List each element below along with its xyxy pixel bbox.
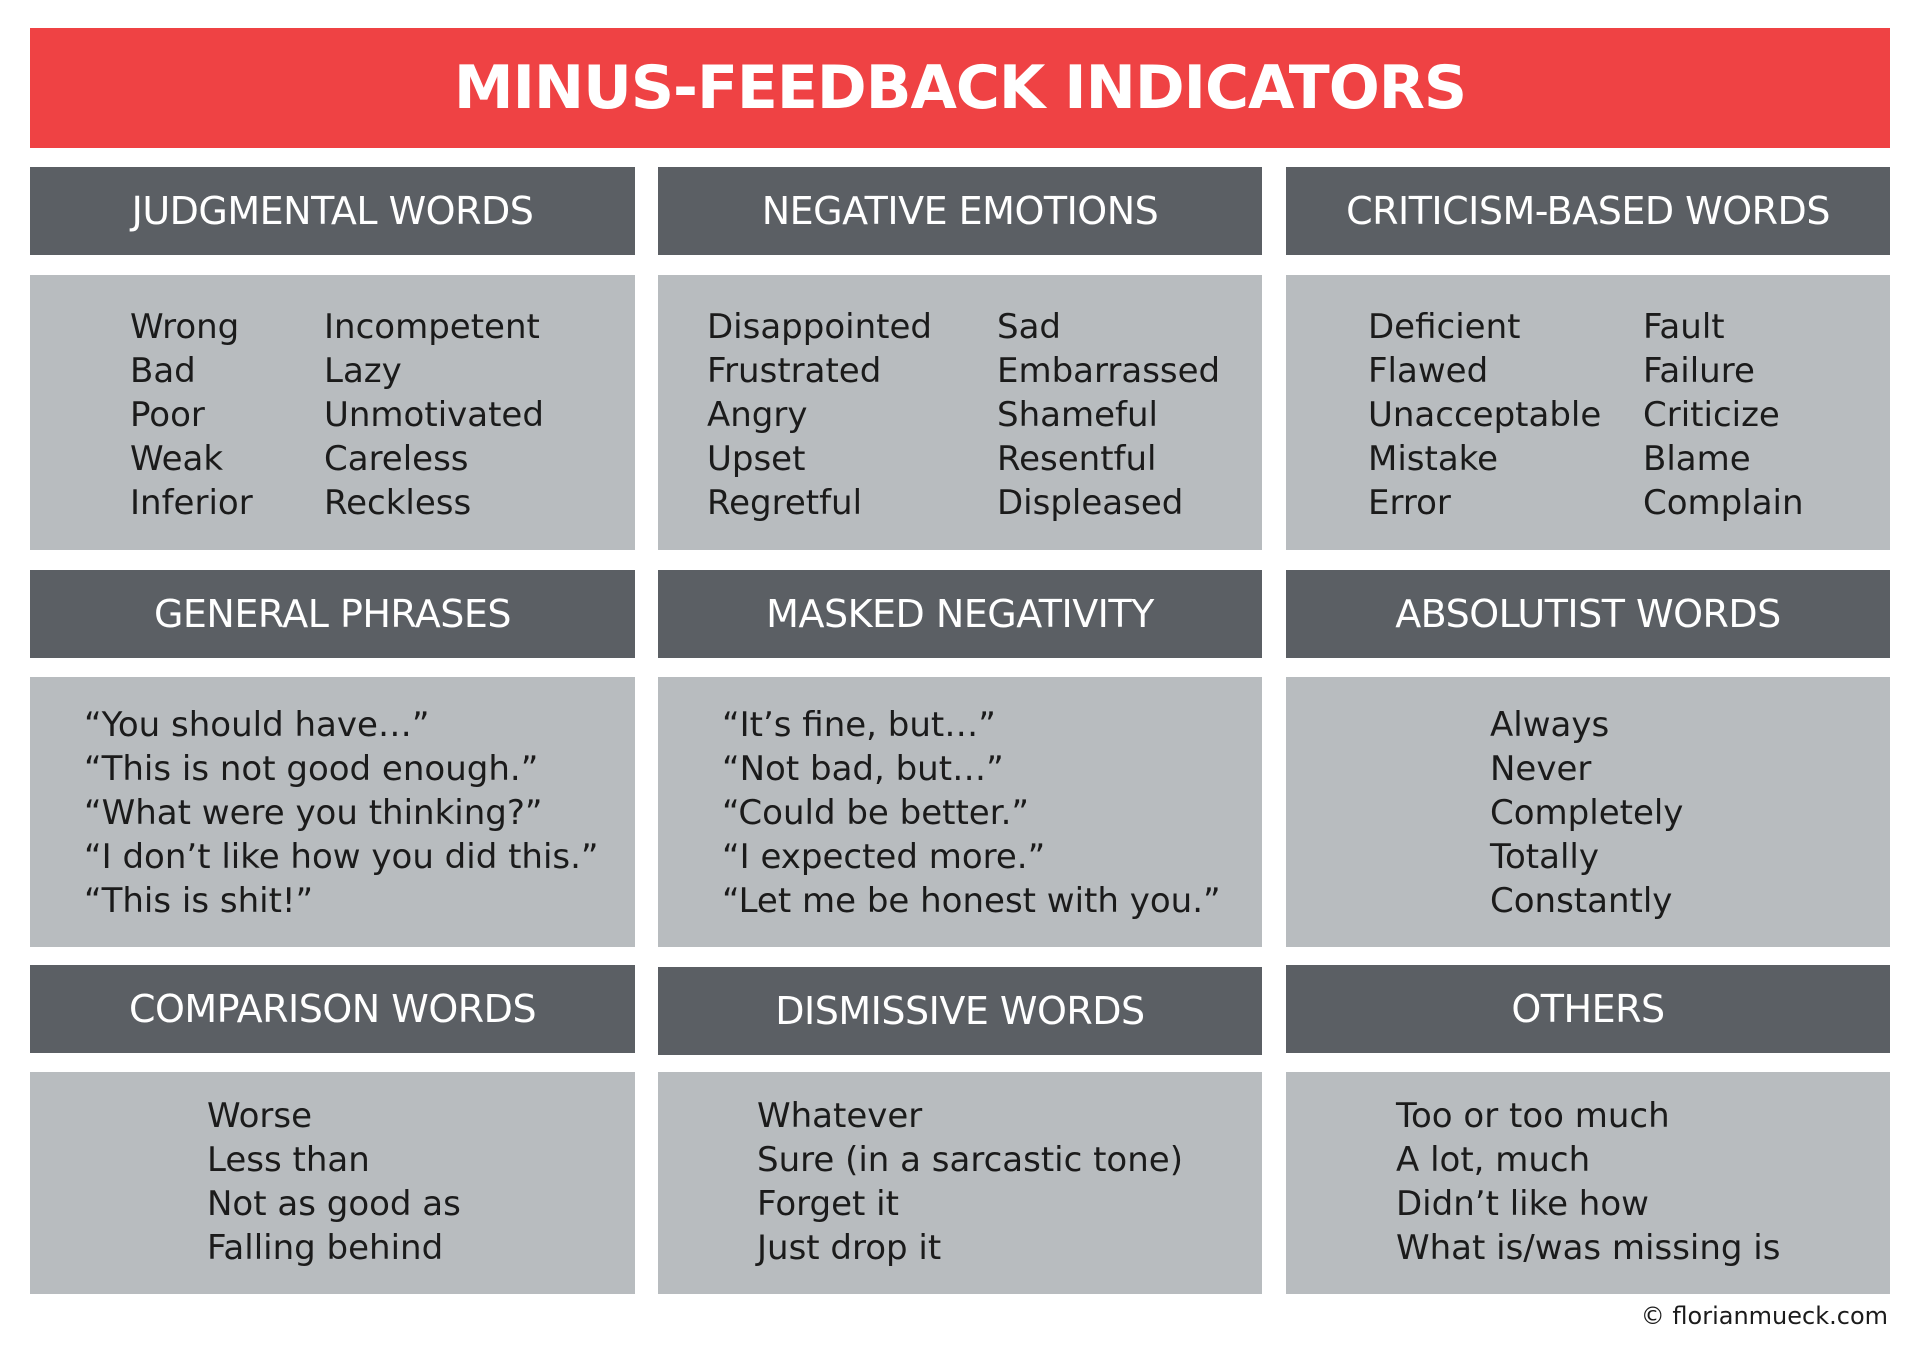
list-item: Frustrated [707,351,882,391]
section-body-absolutist-words: Always Never Completely Totally Constant… [1286,677,1890,947]
list-item: Constantly [1490,881,1673,921]
section-body-others: Too or too much A lot, much Didn’t like … [1286,1072,1890,1294]
list-item: Worse [207,1096,313,1136]
section-body-comparison-words: Worse Less than Not as good as Falling b… [30,1072,635,1294]
list-item: Weak [130,439,224,479]
word-list: Always Never Completely Totally Constant… [1490,703,1683,923]
list-item: Completely [1490,793,1684,833]
list-item: “Could be better.” [722,793,1029,833]
list-item: “Let me be honest with you.” [722,881,1221,921]
page-title: MINUS-FEEDBACK INDICATORS [453,53,1467,123]
list-item: What is/was missing is [1396,1228,1781,1268]
list-item: Complain [1643,483,1804,523]
list-item: Regretful [707,483,863,523]
list-item: Error [1368,483,1451,523]
list-item: Incompetent [324,307,540,347]
section-header-masked-negativity: MASKED NEGATIVITY [658,570,1262,658]
section-body-general-phrases: “You should have…” “This is not good eno… [30,677,635,947]
list-item: Fault [1643,307,1725,347]
section-body-negative-emotions: Disappointed Frustrated Angry Upset Regr… [658,275,1262,550]
word-list-right: Sad Embarrassed Shameful Resentful Displ… [997,305,1220,525]
list-item: “What were you thinking?” [84,793,543,833]
list-item: Unmotivated [324,395,544,435]
section-header-dismissive-words: DISMISSIVE WORDS [658,967,1262,1055]
list-item: Displeased [997,483,1184,523]
list-item: Lazy [324,351,402,391]
list-item: Flawed [1368,351,1489,391]
section-body-dismissive-words: Whatever Sure (in a sarcastic tone) Forg… [658,1072,1262,1294]
list-item: “This is not good enough.” [84,749,539,789]
list-item: Shameful [997,395,1158,435]
section-header-others: OTHERS [1286,965,1890,1053]
list-item: A lot, much [1396,1140,1591,1180]
list-item: “I expected more.” [722,837,1046,877]
word-list: Whatever Sure (in a sarcastic tone) Forg… [757,1094,1183,1270]
word-list-right: Incompetent Lazy Unmotivated Careless Re… [324,305,544,525]
list-item: Wrong [130,307,240,347]
list-item: Falling behind [207,1228,444,1268]
list-item: Just drop it [757,1228,942,1268]
list-item: Angry [707,395,808,435]
list-item: Always [1490,705,1610,745]
list-item: Inferior [130,483,253,523]
list-item: “You should have…” [84,705,430,745]
section-header-general-phrases: GENERAL PHRASES [30,570,635,658]
list-item: “Not bad, but…” [722,749,1004,789]
list-item: Sad [997,307,1061,347]
title-banner: MINUS-FEEDBACK INDICATORS [30,28,1890,148]
section-body-criticism-based-words: Deficient Flawed Unacceptable Mistake Er… [1286,275,1890,550]
word-list-left: Disappointed Frustrated Angry Upset Regr… [707,305,932,525]
list-item: Failure [1643,351,1755,391]
list-item: Embarrassed [997,351,1221,391]
list-item: “It’s fine, but…” [722,705,996,745]
list-item: Never [1490,749,1592,789]
list-item: Criticize [1643,395,1780,435]
section-body-judgmental-words: Wrong Bad Poor Weak Inferior Incompetent… [30,275,635,550]
copyright-footer: © florianmueck.com [1640,1302,1888,1330]
phrase-list: “It’s fine, but…” “Not bad, but…” “Could… [722,703,1221,923]
section-header-judgmental-words: JUDGMENTAL WORDS [30,167,635,255]
list-item: Mistake [1368,439,1499,479]
list-item: Disappointed [707,307,932,347]
word-list: Worse Less than Not as good as Falling b… [207,1094,461,1270]
word-list-left: Deficient Flawed Unacceptable Mistake Er… [1368,305,1601,525]
list-item: Unacceptable [1368,395,1602,435]
list-item: Didn’t like how [1396,1184,1649,1224]
section-header-criticism-based-words: CRITICISM-BASED WORDS [1286,167,1890,255]
section-header-comparison-words: COMPARISON WORDS [30,965,635,1053]
list-item: “I don’t like how you did this.” [84,837,599,877]
list-item: Upset [707,439,806,479]
list-item: Resentful [997,439,1157,479]
word-list-right: Fault Failure Criticize Blame Complain [1643,305,1804,525]
section-body-masked-negativity: “It’s fine, but…” “Not bad, but…” “Could… [658,677,1262,947]
phrase-list: “You should have…” “This is not good eno… [84,703,599,923]
list-item: Totally [1490,837,1599,877]
list-item: Not as good as [207,1184,461,1224]
list-item: Bad [130,351,196,391]
section-header-absolutist-words: ABSOLUTIST WORDS [1286,570,1890,658]
list-item: Blame [1643,439,1751,479]
list-item: Poor [130,395,205,435]
word-list: Too or too much A lot, much Didn’t like … [1396,1094,1780,1270]
section-header-negative-emotions: NEGATIVE EMOTIONS [658,167,1262,255]
list-item: Too or too much [1396,1096,1670,1136]
list-item: Forget it [757,1184,899,1224]
list-item: Less than [207,1140,370,1180]
list-item: Reckless [324,483,472,523]
list-item: Sure (in a sarcastic tone) [757,1140,1183,1180]
list-item: Careless [324,439,469,479]
word-list-left: Wrong Bad Poor Weak Inferior [130,305,253,525]
list-item: “This is shit!” [84,881,314,921]
list-item: Deficient [1368,307,1521,347]
list-item: Whatever [757,1096,923,1136]
